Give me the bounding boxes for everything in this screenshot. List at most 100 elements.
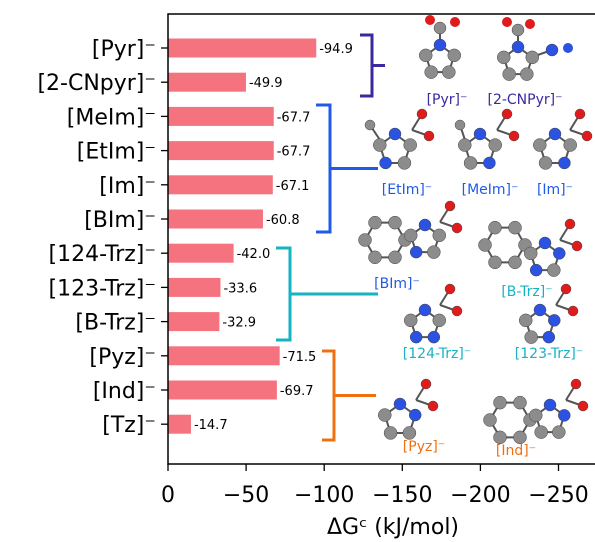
atom [408, 408, 422, 422]
x-tick-label: −100 [294, 483, 354, 508]
atom [513, 395, 527, 410]
benzene-ring [358, 215, 412, 265]
structure-label: [124-Trz]⁻ [403, 346, 471, 362]
structure-label: [Ind]⁻ [496, 443, 536, 459]
benzene-ring [478, 220, 532, 270]
molecule-structure [418, 21, 462, 79]
atom [558, 409, 571, 422]
atom [552, 425, 566, 439]
atom [418, 303, 432, 317]
bar [168, 346, 280, 366]
atom [538, 156, 553, 170]
bar [168, 72, 246, 92]
atom [570, 378, 582, 390]
atom [444, 283, 456, 295]
bar [168, 141, 274, 161]
atom [388, 250, 402, 265]
category-label: [EtIm]⁻ [77, 140, 156, 165]
atom [403, 313, 418, 328]
x-tick-label: 0 [161, 483, 175, 508]
atom [534, 425, 548, 439]
structure-label: [Pyz]⁻ [403, 439, 445, 455]
structure-label: [Pyr]⁻ [427, 92, 468, 108]
category-label: [BIm]⁻ [84, 208, 156, 233]
atom [444, 200, 456, 212]
plot-frame [167, 13, 595, 465]
atom [473, 127, 487, 141]
atom [524, 330, 538, 344]
value-label: -49.9 [249, 76, 283, 91]
atom [442, 65, 456, 79]
atom [432, 228, 447, 243]
brackets-layer [276, 33, 385, 442]
atom [433, 38, 447, 52]
atom [543, 398, 557, 412]
atom [529, 263, 543, 277]
atom [496, 50, 511, 65]
atom [454, 119, 466, 131]
category-label: [MeIm]⁻ [67, 105, 156, 130]
group-bracket [322, 349, 376, 442]
atom [560, 283, 572, 295]
bar [168, 106, 274, 126]
category-label: [123-Trz]⁻ [49, 276, 157, 301]
atom [403, 228, 418, 243]
atom [520, 67, 534, 81]
bars-layer [168, 38, 317, 434]
category-label: [Pyz]⁻ [89, 345, 156, 370]
atom [548, 127, 562, 141]
atom [564, 218, 576, 230]
group-bracket [276, 246, 378, 342]
atom [493, 430, 507, 445]
atom [488, 138, 502, 152]
atom [523, 246, 538, 261]
molecule-structure [496, 23, 559, 81]
atom [533, 138, 547, 152]
molecule-structure [454, 108, 520, 170]
atom [458, 138, 472, 152]
molecule-structure [403, 283, 463, 344]
structure-label: [EtIm]⁻ [382, 182, 432, 198]
atom [483, 413, 497, 427]
value-label: -42.0 [237, 247, 271, 262]
category-labels-layer: [Pyr]⁻ [2-CNpyr]⁻ [MeIm]⁻ [EtIm]⁻ [Im]⁻ [BIm]… [37, 37, 156, 438]
atom [553, 247, 566, 260]
molecule-structure [533, 108, 593, 170]
atom [416, 108, 428, 120]
atom [368, 215, 382, 230]
atom [402, 426, 417, 440]
molecule-structure [523, 218, 583, 277]
atom [571, 240, 583, 252]
atom [563, 138, 577, 152]
structures-layer: [Pyr]⁻ [2-CNPyr]⁻ [EtIm]⁻ [MeIm]⁻ [Im]⁻ [BIm]… [358, 15, 593, 459]
atom [447, 48, 462, 63]
x-axis: 0 −50 −100 −150 −200 −250 [161, 47, 589, 508]
structure-label: [2-CNPyr]⁻ [487, 92, 562, 108]
category-label: [Pyr]⁻ [92, 37, 156, 62]
atom [483, 156, 496, 170]
atom [548, 314, 561, 327]
value-label: -67.7 [277, 145, 311, 160]
atom [528, 408, 543, 423]
atom [525, 19, 535, 29]
atom [378, 408, 392, 422]
x-tick-label: −150 [372, 483, 432, 508]
structure-label: [MeIm]⁻ [462, 182, 519, 198]
atom [511, 23, 525, 37]
structure-label: [B-Trz]⁻ [501, 284, 552, 300]
molecule-structure [403, 200, 463, 259]
x-tick-label: −200 [450, 483, 510, 508]
bar [168, 312, 220, 332]
molecule-structure [528, 378, 589, 439]
atom [418, 218, 432, 232]
value-label: -94.9 [319, 42, 353, 57]
molecule-structure [378, 378, 439, 440]
benzene-ring [483, 395, 537, 445]
atom [567, 305, 579, 317]
atom [502, 17, 512, 27]
atom [574, 108, 586, 120]
atom [508, 220, 522, 235]
atom [451, 305, 463, 317]
value-label: -14.7 [194, 418, 228, 433]
atom [493, 395, 507, 410]
